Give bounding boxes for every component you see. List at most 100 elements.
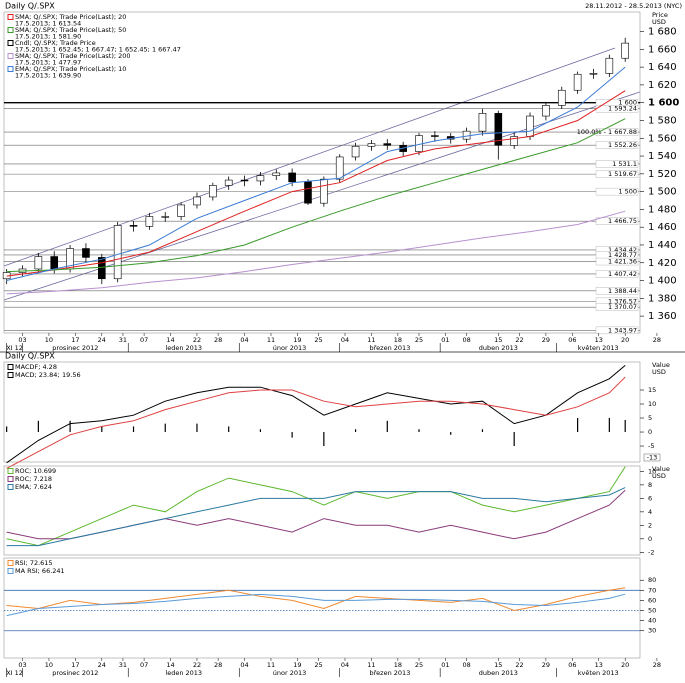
y-axis-label: Price <box>652 11 668 19</box>
y-tick-label: 1 600 <box>648 98 679 109</box>
legend-icon <box>7 484 14 490</box>
x-tick-label: 04 <box>341 336 349 344</box>
x-tick-label: 22 <box>193 661 201 669</box>
level-label-box <box>595 326 639 335</box>
candle-body <box>177 204 185 217</box>
x-tick-label: 13 <box>595 336 603 344</box>
channel-line <box>3 47 616 267</box>
y-tick-label: 80 <box>648 576 656 584</box>
x-tick-label: 11 <box>367 336 375 344</box>
y-axis-unit: USD <box>652 368 666 376</box>
legend-icon <box>7 476 14 482</box>
bottom-label-box <box>643 453 661 462</box>
level-label-box <box>595 187 639 196</box>
candle-body <box>34 256 43 270</box>
x-tick-label: 29 <box>542 336 550 344</box>
y-axis-label: Value <box>652 465 670 473</box>
legend-icon <box>7 40 14 46</box>
x-tick-label: 10 <box>45 336 53 344</box>
x-tick-label: 11 <box>367 661 375 669</box>
legend-icon <box>7 372 14 378</box>
month-label: březen 2013 <box>370 344 411 352</box>
level-label-box <box>595 270 639 278</box>
y-tick-label: 1 500 <box>648 187 677 198</box>
level-label-box <box>595 128 639 136</box>
legend-value: 17.5.2013; 1 477.97 <box>15 59 81 67</box>
x-tick-label: 24 <box>98 336 106 344</box>
x-tick-label: 19 <box>293 336 301 344</box>
month-label: květen 2013 <box>578 669 619 677</box>
x-tick-label: 20 <box>621 336 629 344</box>
legend-value: 17.5.2013; 1 613.54 <box>15 20 81 28</box>
y-tick-label: 1 580 <box>648 115 677 126</box>
candle-body <box>256 175 265 182</box>
y-tick-label: 10 <box>648 467 656 475</box>
level-label: 1 388.44 <box>608 287 637 295</box>
x-tick-label: 14 <box>166 661 174 669</box>
month-label: leden 2013 <box>165 344 202 352</box>
x-tick-label: 01 <box>441 661 449 669</box>
y-tick-label: 1 520 <box>648 169 677 180</box>
y-axis-unit: USD <box>652 472 666 480</box>
candle-body <box>161 216 170 218</box>
indicator-line <box>6 466 626 547</box>
y-tick-label: 1 480 <box>648 204 677 215</box>
x-tick-label: 25 <box>415 661 423 669</box>
x-tick-label: 11 <box>267 661 275 669</box>
y-tick-label: -5 <box>648 442 654 450</box>
level-label: 1 343.97 <box>608 326 637 334</box>
legend-label: SMA; Q/.SPX; Trade Price(Last); 200 <box>15 52 131 60</box>
x-tick-label: 25 <box>314 336 322 344</box>
y-tick-label: 0 <box>648 428 652 436</box>
legend-label: MACDF; 4.28 <box>15 363 57 371</box>
month-label: březen 2013 <box>370 669 411 677</box>
y-tick-label: 1 400 <box>648 276 677 287</box>
x-tick-label: 06 <box>568 336 576 344</box>
candle-body <box>367 143 376 147</box>
legend-label: ROC; 7.218 <box>15 475 52 483</box>
legend-value: 19.56 <box>62 371 81 379</box>
level-label: 1 552.26 <box>608 141 637 149</box>
x-tick-label: 28 <box>214 336 222 344</box>
legend-label: EMA; Q/.SPX; Trade Price(Last); 10 <box>15 65 126 73</box>
x-tick-label: 20 <box>621 661 629 669</box>
x-tick-label: 25 <box>314 661 322 669</box>
level-label-box <box>595 160 639 168</box>
y-tick-label: 1 620 <box>648 80 677 91</box>
level-label: 1 428.77 <box>608 251 637 259</box>
month-label: prosinec 2012 <box>52 669 98 677</box>
candle-body <box>431 135 439 137</box>
y-tick-label: 0 <box>648 535 652 543</box>
y-tick-label: 40 <box>648 617 656 625</box>
candle-body <box>50 256 59 270</box>
legend-icon <box>7 66 14 72</box>
candle-body <box>526 115 534 137</box>
candle-body <box>240 179 249 182</box>
candle-body <box>542 105 550 117</box>
legend-value: 17.5.2013; 1 581.90 <box>15 33 81 41</box>
x-tick-label: 18 <box>394 661 402 669</box>
y-tick-label: 8 <box>648 481 652 489</box>
candle-body <box>113 225 122 280</box>
level-label-box <box>595 141 639 149</box>
x-tick-label: 15 <box>494 336 502 344</box>
x-tick-label: 24 <box>98 661 106 669</box>
candle-body <box>193 196 201 206</box>
month-label: duben 2013 <box>479 669 518 677</box>
panel-title: Daily Q/.SPX <box>5 2 55 11</box>
x-tick-label: 06 <box>568 661 576 669</box>
level-label-box <box>595 170 639 178</box>
ma-line <box>6 90 626 277</box>
y-tick-label: 4 <box>648 508 652 516</box>
x-tick-label: 13 <box>595 661 603 669</box>
candle-body <box>320 178 328 204</box>
level-label: 1 500 <box>618 188 637 196</box>
level-label: 1 519.67 <box>608 170 637 178</box>
level-label-box <box>595 257 639 266</box>
candle-body <box>621 42 629 59</box>
candle-body <box>304 181 312 204</box>
x-tick-label: 10 <box>45 661 53 669</box>
panel-frame <box>3 11 641 334</box>
